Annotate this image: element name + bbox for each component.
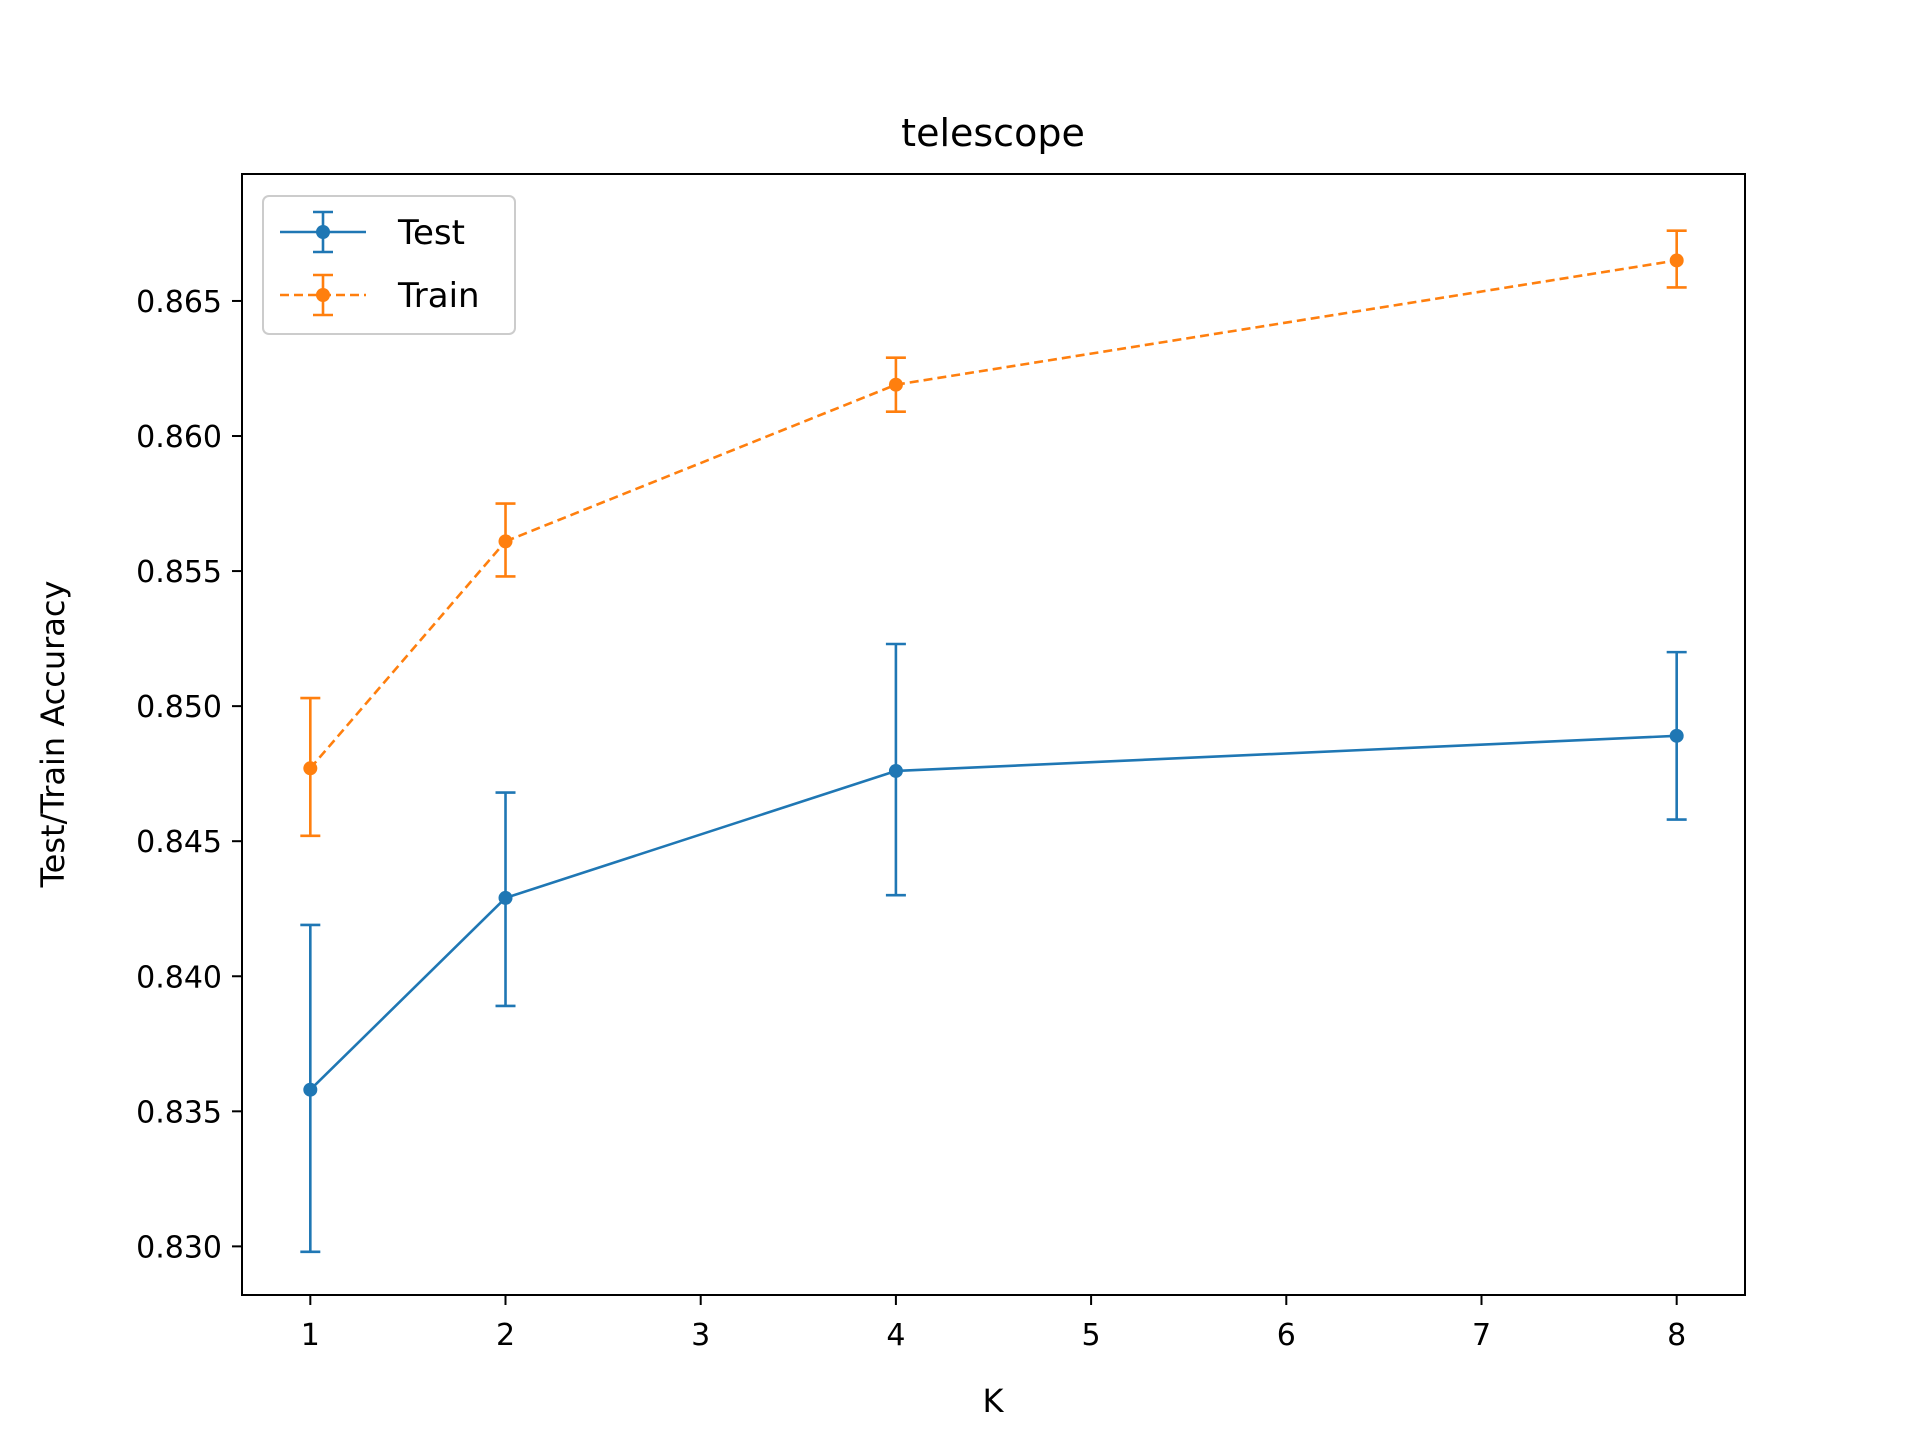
- x-tick-label: 3: [691, 1318, 710, 1353]
- legend-marker: [316, 225, 330, 239]
- series-line-segment: [895, 259, 1677, 386]
- series-test: [300, 642, 1687, 1254]
- data-point: [303, 761, 318, 776]
- data-point: [1669, 728, 1684, 743]
- x-tick-label: 4: [886, 1318, 905, 1353]
- y-tick-label: 0.830: [136, 1230, 222, 1265]
- data-point: [1669, 253, 1684, 268]
- x-axis-label: K: [983, 1382, 1005, 1420]
- data-point: [303, 1082, 318, 1097]
- data-point: [498, 534, 513, 549]
- x-tick-label: 1: [301, 1318, 320, 1353]
- y-tick-label: 0.865: [136, 285, 222, 320]
- data-point: [888, 763, 903, 778]
- series-line-segment: [309, 896, 507, 1091]
- y-tick-label: 0.835: [136, 1095, 222, 1130]
- chart-title: telescope: [901, 111, 1085, 155]
- data-point: [498, 890, 513, 905]
- data-point: [888, 377, 903, 392]
- legend-marker: [316, 288, 330, 302]
- ticks-layer: 1 2 3 4 5 6 7 8 0.830 0.835 0.840 0.845 0.850 0.855 0.…: [136, 285, 1686, 1353]
- x-tick-label: 2: [496, 1318, 515, 1353]
- y-tick-label: 0.860: [136, 420, 222, 455]
- x-tick-label: 5: [1082, 1318, 1101, 1353]
- series-layer: [300, 229, 1687, 1254]
- legend: Test Train: [262, 195, 516, 335]
- series-line-segment: [309, 540, 507, 770]
- y-axis-label: Test/Train Accuracy: [34, 581, 72, 889]
- x-tick-label: 8: [1667, 1318, 1686, 1353]
- y-tick-label: 0.845: [136, 825, 222, 860]
- plot-area-frame: [241, 173, 1746, 1296]
- y-tick-label: 0.855: [136, 555, 222, 590]
- legend-label-test: Test: [397, 213, 465, 253]
- x-tick-label: 7: [1472, 1318, 1491, 1353]
- x-tick-label: 6: [1277, 1318, 1296, 1353]
- legend-label-train: Train: [397, 276, 480, 316]
- series-train: [300, 229, 1687, 838]
- series-line-segment: [895, 734, 1677, 773]
- y-tick-label: 0.840: [136, 960, 222, 995]
- series-line-segment: [505, 383, 897, 543]
- series-line-segment: [505, 769, 897, 900]
- y-tick-label: 0.850: [136, 690, 222, 725]
